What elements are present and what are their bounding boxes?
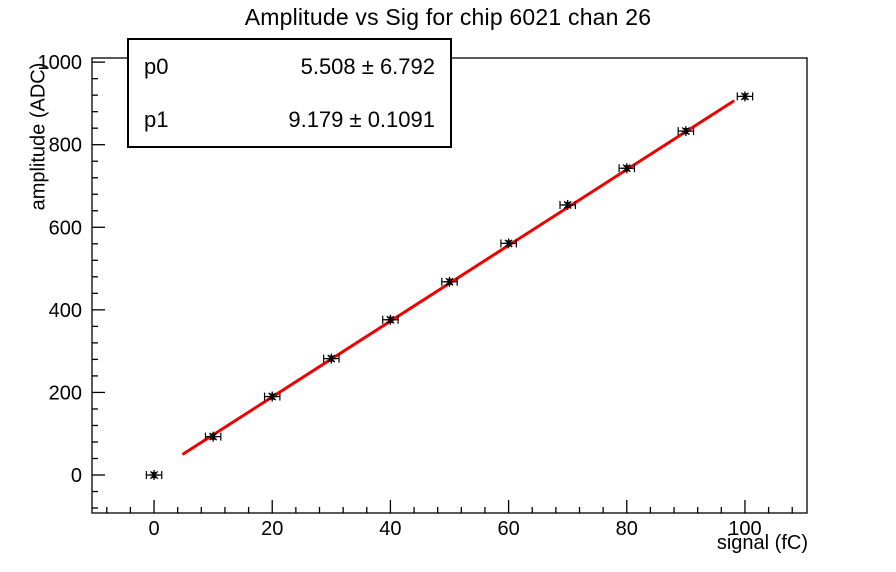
fit-stats-box: p0 5.508 ± 6.792 p1 9.179 ± 0.1091 (127, 38, 452, 148)
data-point (145, 470, 163, 481)
marker-arm (209, 432, 218, 441)
data-point (204, 431, 222, 442)
stat-p1-name: p1 (144, 106, 169, 132)
stats-row-p0: p0 5.508 ± 6.792 (129, 53, 450, 79)
y-tick-label: 1000 (38, 52, 83, 74)
y-tick-label: 600 (49, 217, 82, 239)
y-tick-label: 800 (49, 135, 82, 157)
data-point (618, 163, 636, 174)
stat-p0-name: p0 (144, 53, 169, 79)
x-tick-label: 80 (616, 518, 638, 540)
marker-arm (622, 164, 631, 173)
stat-p1-value: 9.179 ± 0.1091 (288, 106, 435, 132)
marker-arm (681, 127, 690, 136)
data-point (382, 314, 399, 325)
y-axis-title: amplitude (ADC) (27, 62, 50, 211)
stat-p0-value: 5.508 ± 6.792 (300, 53, 435, 79)
marker-arm (445, 277, 454, 286)
data-point (441, 276, 458, 287)
x-tick-label: 0 (148, 518, 159, 540)
data-point (559, 199, 576, 210)
marker-arm (504, 239, 513, 248)
marker-arm (386, 315, 395, 324)
data-point (263, 391, 281, 402)
marker-arm (563, 200, 572, 210)
marker-arm (149, 470, 159, 480)
data-point (677, 126, 695, 137)
data-point (323, 353, 340, 364)
chart-title: Amplitude vs Sig for chip 6021 chan 26 (244, 4, 652, 30)
y-tick-label: 400 (49, 300, 82, 322)
y-tick-label: 200 (49, 382, 82, 404)
data-point (500, 238, 517, 249)
x-tick-label: 20 (261, 518, 283, 540)
data-point (736, 91, 754, 102)
stats-row-p1: p1 9.179 ± 0.1091 (129, 106, 450, 132)
x-axis-title: signal (fC) (716, 532, 808, 554)
marker-arm (740, 92, 750, 101)
x-tick-label: 60 (497, 518, 519, 540)
marker-arm (268, 392, 277, 401)
y-tick-label: 0 (71, 465, 82, 487)
x-tick-label: 100 (728, 518, 761, 540)
marker-arm (327, 354, 336, 363)
fit-line (182, 99, 735, 456)
x-tick-label: 40 (379, 518, 401, 540)
